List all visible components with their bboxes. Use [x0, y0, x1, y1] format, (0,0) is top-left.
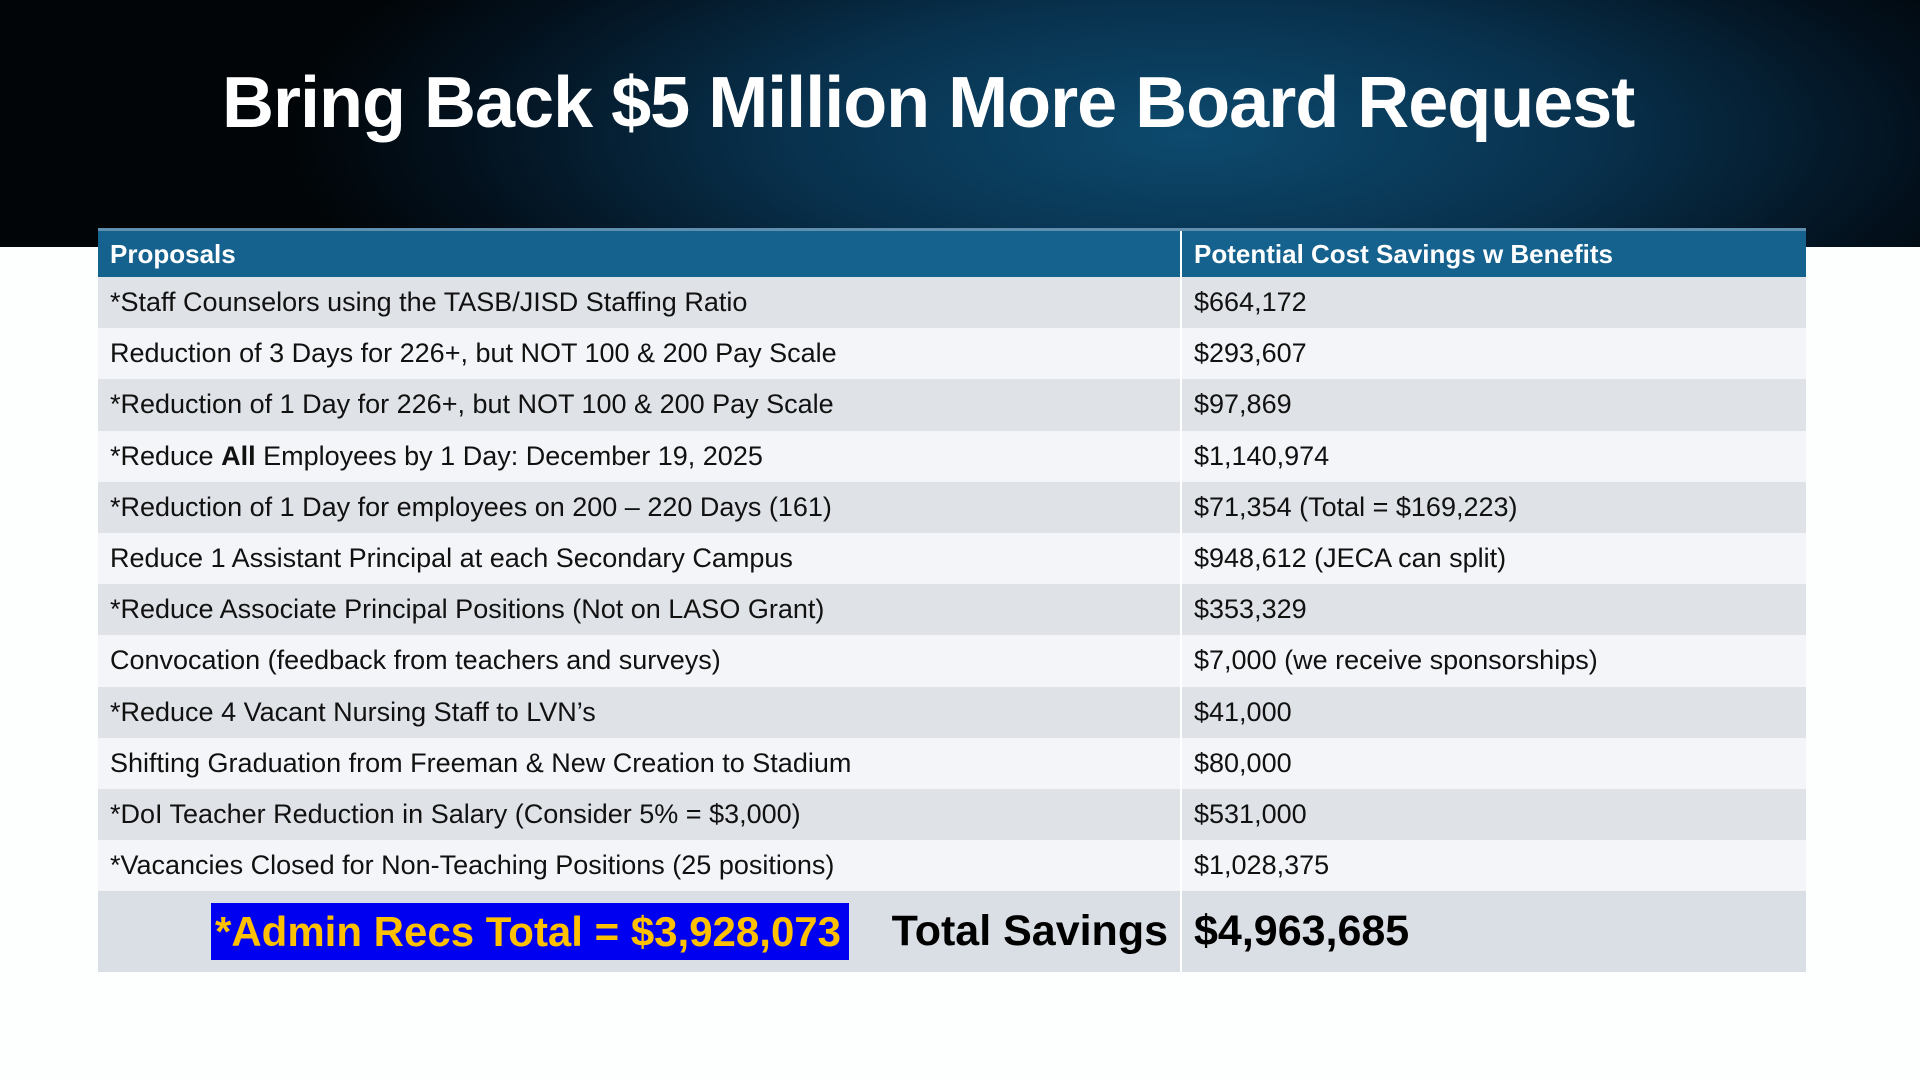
savings-cell: $353,329 — [1194, 594, 1307, 625]
table-row: *DoI Teacher Reduction in Salary (Consid… — [98, 788, 1806, 841]
proposal-text: Reduce 1 Assistant Principal at each Sec… — [110, 542, 793, 573]
proposal-cell: *DoI Teacher Reduction in Salary (Consid… — [98, 788, 1182, 841]
total-row: *Admin Recs Total = $3,928,073 Total Sav… — [98, 891, 1806, 973]
table-row: *Reduce Associate Principal Positions (N… — [98, 584, 1806, 636]
savings-cell: $41,000 — [1194, 696, 1292, 727]
admin-recs-total: *Admin Recs Total = $3,928,073 — [211, 903, 849, 961]
proposal-text: *Vacancies Closed for Non-Teaching Posit… — [110, 850, 835, 881]
savings-cell: $664,172 — [1194, 287, 1307, 317]
proposal-text: *Reduce — [110, 440, 222, 471]
total-savings-label: Total Savings — [891, 907, 1168, 956]
proposal-text: *Reduction of 1 Day for 226+, but NOT 10… — [110, 389, 834, 420]
proposal-text: *Reduce Associate Principal Positions (N… — [110, 594, 825, 625]
table-row: Reduction of 3 Days for 226+, but NOT 10… — [98, 328, 1806, 380]
table-row: *Staff Counselors using the TASB/JISD St… — [98, 277, 1806, 329]
header-proposals: Proposals — [98, 231, 1182, 277]
proposal-cell: *Reduce Associate Principal Positions (N… — [98, 584, 1182, 636]
table-row: *Reduce All Employees by 1 Day: December… — [98, 430, 1806, 482]
proposal-text: Employees by 1 Day: December 19, 2025 — [255, 440, 763, 471]
proposal-text: *DoI Teacher Reduction in Salary (Consid… — [110, 798, 801, 829]
savings-cell: $1,140,974 — [1194, 440, 1330, 471]
savings-cell: $531,000 — [1194, 798, 1307, 829]
savings-cell: $1,028,375 — [1194, 850, 1330, 881]
proposal-cell: Convocation (feedback from teachers and … — [98, 635, 1182, 687]
proposal-cell: *Reduction of 1 Day for 226+, but NOT 10… — [98, 379, 1182, 431]
savings-cell: $97,869 — [1194, 389, 1292, 420]
savings-cell: $293,607 — [1194, 338, 1307, 369]
proposal-text: *Reduce 4 Vacant Nursing Staff to LVN’s — [110, 696, 596, 727]
proposals-table: Proposals Potential Cost Savings w Benef… — [98, 228, 1806, 973]
table-row: *Vacancies Closed for Non-Teaching Posit… — [98, 840, 1806, 892]
proposal-text: *Reduction of 1 Day for employees on 200… — [110, 491, 832, 522]
proposal-cell: *Vacancies Closed for Non-Teaching Posit… — [98, 840, 1182, 892]
title-banner — [0, 0, 1920, 247]
proposal-cell: Shifting Graduation from Freeman & New C… — [98, 737, 1182, 789]
proposal-cell: *Staff Counselors using the TASB/JISD St… — [98, 277, 1182, 329]
table-row: Reduce 1 Assistant Principal at each Sec… — [98, 532, 1806, 585]
proposal-text: Reduction of 3 Days for 226+, but NOT 10… — [110, 338, 837, 369]
proposal-text: All — [221, 440, 256, 471]
savings-cell: $948,612 (JECA can split) — [1194, 542, 1507, 573]
proposal-text: Convocation (feedback from teachers and … — [110, 645, 721, 676]
table-header: Proposals Potential Cost Savings w Benef… — [98, 228, 1806, 277]
table-row: *Reduce 4 Vacant Nursing Staff to LVN’s $… — [98, 686, 1806, 738]
proposal-cell: *Reduce 4 Vacant Nursing Staff to LVN’s — [98, 686, 1182, 738]
table-row: *Reduction of 1 Day for 226+, but NOT 10… — [98, 379, 1806, 431]
table-row: *Reduction of 1 Day for employees on 200… — [98, 481, 1806, 533]
savings-cell: $7,000 (we receive sponsorships) — [1194, 645, 1598, 676]
total-savings-value: $4,963,685 — [1194, 907, 1410, 956]
slide-title: Bring Back $5 Million More Board Request — [222, 63, 1635, 143]
proposal-cell: Reduce 1 Assistant Principal at each Sec… — [98, 532, 1182, 585]
table-body: *Staff Counselors using the TASB/JISD St… — [98, 277, 1806, 892]
savings-cell: $80,000 — [1194, 747, 1292, 778]
proposal-text: *Staff Counselors using the TASB/JISD St… — [110, 287, 748, 317]
proposal-cell: Reduction of 3 Days for 226+, but NOT 10… — [98, 328, 1182, 380]
header-savings: Potential Cost Savings w Benefits — [1194, 239, 1613, 269]
proposal-cell: *Reduce All Employees by 1 Day: December… — [98, 430, 1182, 482]
savings-cell: $71,354 (Total = $169,223) — [1194, 491, 1518, 522]
proposal-cell: *Reduction of 1 Day for employees on 200… — [98, 481, 1182, 533]
table-row: Shifting Graduation from Freeman & New C… — [98, 737, 1806, 789]
proposal-text: Shifting Graduation from Freeman & New C… — [110, 747, 852, 778]
table-row: Convocation (feedback from teachers and … — [98, 635, 1806, 687]
